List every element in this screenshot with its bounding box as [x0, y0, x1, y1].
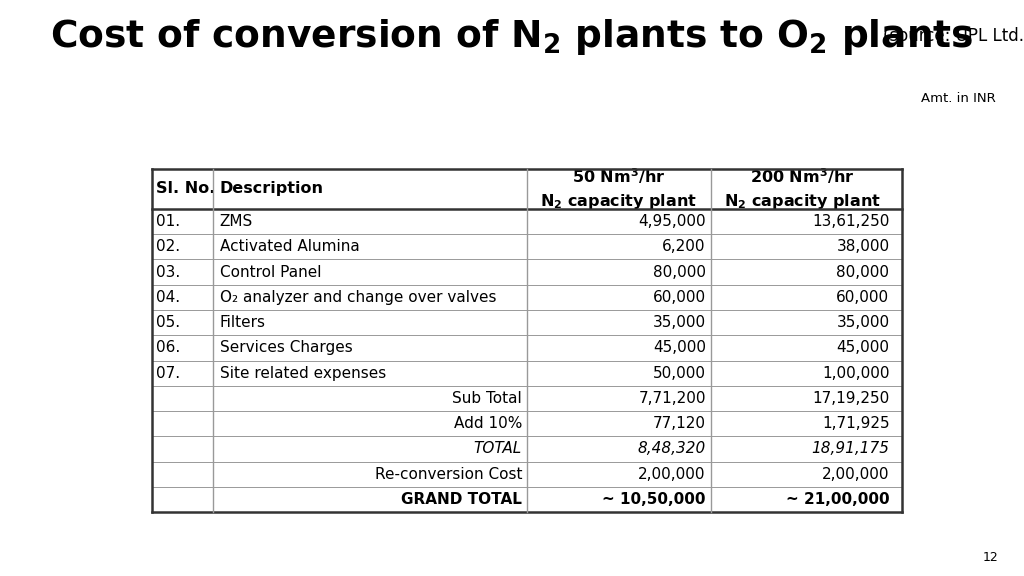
Text: O₂ analyzer and change over valves: O₂ analyzer and change over valves	[220, 290, 497, 305]
Text: Description: Description	[220, 181, 324, 196]
Text: Filters: Filters	[220, 315, 265, 330]
Text: Control Panel: Control Panel	[220, 264, 322, 279]
Text: ~ 21,00,000: ~ 21,00,000	[785, 492, 890, 507]
Text: Add 10%: Add 10%	[454, 416, 522, 431]
Text: 45,000: 45,000	[837, 340, 890, 355]
Text: Site related expenses: Site related expenses	[220, 366, 386, 381]
Text: Amt. in INR: Amt. in INR	[921, 92, 995, 105]
Text: Sub Total: Sub Total	[453, 391, 522, 406]
Text: Re-conversion Cost: Re-conversion Cost	[375, 467, 522, 482]
Text: 6,200: 6,200	[663, 239, 706, 254]
Text: 17,19,250: 17,19,250	[812, 391, 890, 406]
Text: 07.: 07.	[156, 366, 180, 381]
Text: 05.: 05.	[156, 315, 180, 330]
Text: 13,61,250: 13,61,250	[812, 214, 890, 229]
Text: 50 Nm$^{\mathregular{3}}$/hr
N$_{\mathregular{2}}$ capacity plant: 50 Nm$^{\mathregular{3}}$/hr N$_{\mathre…	[540, 166, 697, 211]
Text: 35,000: 35,000	[652, 315, 706, 330]
Text: 60,000: 60,000	[837, 290, 890, 305]
Text: 01.: 01.	[156, 214, 180, 229]
Text: 7,71,200: 7,71,200	[638, 391, 706, 406]
Text: 200 Nm$^{\mathregular{3}}$/hr
N$_{\mathregular{2}}$ capacity plant: 200 Nm$^{\mathregular{3}}$/hr N$_{\mathr…	[724, 166, 881, 211]
Text: Activated Alumina: Activated Alumina	[220, 239, 359, 254]
Text: 04.: 04.	[156, 290, 180, 305]
Text: 02.: 02.	[156, 239, 180, 254]
Text: 45,000: 45,000	[652, 340, 706, 355]
Text: Sl. No.: Sl. No.	[156, 181, 215, 196]
Text: TOTAL: TOTAL	[474, 441, 522, 457]
Text: Services Charges: Services Charges	[220, 340, 352, 355]
Text: 80,000: 80,000	[837, 264, 890, 279]
Text: (source: UPL Ltd.): (source: UPL Ltd.)	[883, 26, 1024, 45]
Text: 2,00,000: 2,00,000	[638, 467, 706, 482]
Text: 80,000: 80,000	[652, 264, 706, 279]
Text: 50,000: 50,000	[652, 366, 706, 381]
Text: 12: 12	[983, 551, 998, 564]
Text: ZMS: ZMS	[220, 214, 253, 229]
Text: GRAND TOTAL: GRAND TOTAL	[401, 492, 522, 507]
Text: 77,120: 77,120	[652, 416, 706, 431]
Text: 35,000: 35,000	[837, 315, 890, 330]
Text: 1,71,925: 1,71,925	[822, 416, 890, 431]
Text: Cost of conversion of N$_{\mathregular{2}}$ plants to O$_{\mathregular{2}}$ plan: Cost of conversion of N$_{\mathregular{2…	[50, 17, 974, 58]
Text: 06.: 06.	[156, 340, 180, 355]
Text: 1,00,000: 1,00,000	[822, 366, 890, 381]
Text: 38,000: 38,000	[837, 239, 890, 254]
Text: 2,00,000: 2,00,000	[822, 467, 890, 482]
Text: 60,000: 60,000	[652, 290, 706, 305]
Text: 18,91,175: 18,91,175	[811, 441, 890, 457]
Text: 8,48,320: 8,48,320	[638, 441, 706, 457]
Text: ~ 10,50,000: ~ 10,50,000	[602, 492, 706, 507]
Text: 03.: 03.	[156, 264, 180, 279]
Text: 4,95,000: 4,95,000	[638, 214, 706, 229]
